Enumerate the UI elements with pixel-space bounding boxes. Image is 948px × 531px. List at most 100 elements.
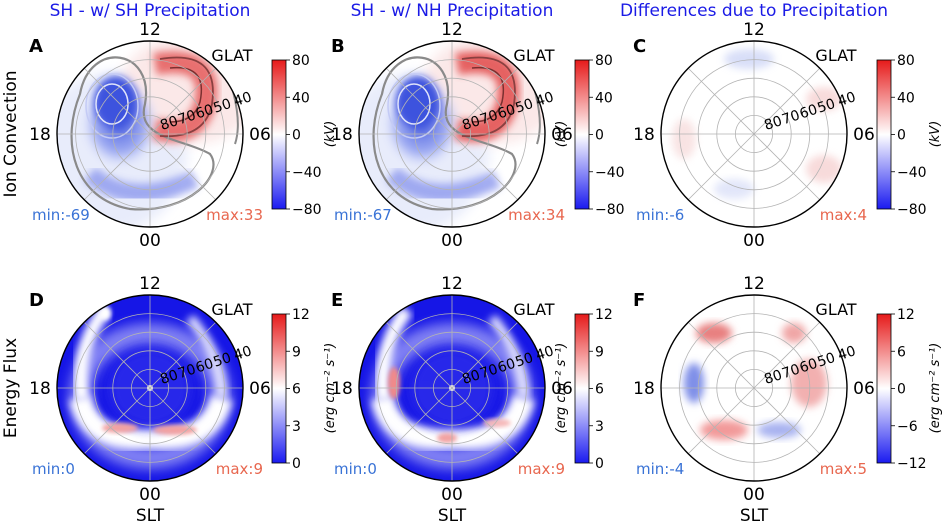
- grid-spoke: [149, 67, 217, 135]
- flux-peak: [483, 419, 511, 427]
- radial-tick-label: 70: [780, 107, 802, 128]
- diff-blob-positive: [806, 87, 842, 111]
- contour-positive-inner: [471, 66, 505, 123]
- colorbar-tick-label: −80: [292, 202, 322, 218]
- grid-spoke: [451, 133, 519, 201]
- min-annotation: min:-6: [636, 206, 684, 224]
- panel-letter: A: [29, 36, 43, 57]
- radial-tick-label: 50: [211, 96, 233, 117]
- radial-tick-label: 70: [176, 107, 198, 128]
- radial-tick-label: 40: [534, 89, 556, 110]
- colorbar-tick-label: −80: [897, 202, 927, 218]
- diff-blob-negative: [724, 49, 774, 69]
- colorbar-tick-label: 12: [595, 307, 613, 323]
- angular-tick-right: 06: [249, 379, 271, 399]
- panel-letter: F: [633, 290, 645, 311]
- angular-tick-bottom: 00: [139, 231, 161, 251]
- grid-spoke: [149, 387, 217, 455]
- grid-spoke: [753, 387, 821, 455]
- colorbar: [876, 59, 892, 210]
- radial-tick-label: 40: [836, 343, 858, 364]
- grid-spoke: [83, 133, 151, 201]
- colorbar-tick-label: 0: [595, 456, 604, 472]
- polar-boundary: [660, 40, 848, 228]
- radial-tick-label: 80: [762, 367, 784, 388]
- auroral-oval-dawn: [488, 314, 529, 399]
- flux-peak: [437, 433, 457, 443]
- convection-cell-positive: [454, 51, 520, 143]
- min-annotation: min:0: [334, 460, 377, 478]
- panel-letter: E: [331, 290, 343, 311]
- angular-tick-left: 18: [331, 379, 353, 399]
- auroral-oval-dawn: [186, 314, 227, 399]
- grid-spoke: [149, 321, 217, 389]
- diff-blob-negative: [714, 179, 754, 199]
- radial-tick-label: 40: [232, 89, 254, 110]
- convection-negative-tail: [386, 166, 501, 202]
- angular-tick-top: 12: [441, 274, 463, 294]
- colorbar-tick-label: 40: [292, 90, 310, 106]
- angular-tick-left: 18: [633, 125, 655, 145]
- colorbar-tick-label: 80: [897, 53, 915, 69]
- radial-tick-label: 50: [211, 350, 233, 371]
- angular-tick-left: 18: [29, 125, 51, 145]
- angular-tick-top: 12: [441, 20, 463, 40]
- diff-blob-positive: [782, 323, 806, 343]
- grid-spoke: [385, 321, 453, 389]
- radial-tick-label: 40: [534, 343, 556, 364]
- max-annotation: max:34: [508, 206, 565, 224]
- radial-tick-label: 70: [478, 361, 500, 382]
- angular-tick-bottom: 00: [441, 231, 463, 251]
- diff-blob-positive: [791, 359, 827, 407]
- grid-spoke: [753, 321, 821, 389]
- radial-tick-label: 40: [836, 89, 858, 110]
- radial-axis-label: GLAT: [513, 300, 554, 319]
- radial-tick-label: 70: [478, 107, 500, 128]
- panel-letter: C: [633, 36, 646, 57]
- flux-peak: [153, 425, 197, 435]
- angular-tick-bottom: 00: [139, 485, 161, 505]
- radial-tick-label: 50: [815, 96, 837, 117]
- diff-blob-positive: [696, 323, 732, 343]
- colorbar-tick-label: −40: [897, 165, 927, 181]
- grid-spoke: [687, 387, 755, 455]
- angular-tick-top: 12: [743, 20, 765, 40]
- angular-tick-top: 12: [139, 274, 161, 294]
- convection-negative-tail: [84, 166, 199, 202]
- grid-spoke: [753, 133, 821, 201]
- panel-letter: B: [331, 36, 345, 57]
- row-label: Ion Convection: [1, 70, 21, 197]
- angular-tick-left: 18: [633, 379, 655, 399]
- column-title: SH - w/ SH Precipitation: [50, 1, 251, 21]
- colorbar-tick-label: −40: [595, 165, 625, 181]
- polar-boundary: [56, 294, 244, 482]
- colorbar-tick-label: 40: [595, 90, 613, 106]
- panel-letter: D: [29, 290, 44, 311]
- polar-boundary: [358, 294, 546, 482]
- angular-tick-bottom: 00: [441, 485, 463, 505]
- radial-tick-label: 40: [232, 343, 254, 364]
- colorbar-tick-label: 40: [897, 90, 915, 106]
- colorbar: [876, 313, 892, 464]
- colorbar: [271, 59, 287, 210]
- column-title: SH - w/ NH Precipitation: [351, 1, 554, 21]
- polar-boundary: [56, 40, 244, 228]
- radial-tick-label: 60: [194, 356, 216, 377]
- radial-axis-label: GLAT: [513, 46, 554, 65]
- flux-peak: [102, 423, 138, 433]
- radial-tick-label: 60: [798, 102, 820, 123]
- radial-tick-label: 60: [496, 356, 518, 377]
- angular-tick-bottom: 00: [743, 231, 765, 251]
- colorbar-tick-label: 0: [595, 128, 604, 144]
- min-annotation: min:-69: [32, 206, 90, 224]
- grid-spoke: [385, 387, 453, 455]
- colorbar-tick-label: −40: [292, 165, 322, 181]
- grid-spoke: [687, 321, 755, 389]
- colorbar: [271, 313, 287, 464]
- radial-tick-label: 60: [194, 102, 216, 123]
- grid-spoke: [149, 133, 217, 201]
- angular-tick-right: 06: [551, 379, 573, 399]
